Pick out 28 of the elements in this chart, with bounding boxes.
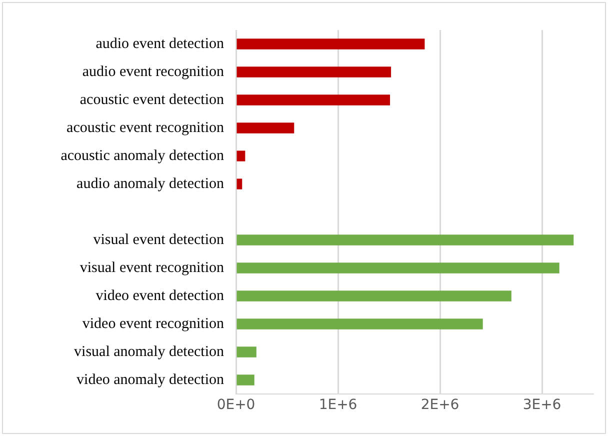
x-tick-label: 2E+6 [420,397,460,414]
x-tick-label: 1E+6 [318,397,358,414]
y-tick-label: video event recognition [82,316,224,332]
bar [236,94,390,106]
bar [236,66,392,78]
bar [236,122,294,134]
y-tick-label: acoustic event recognition [66,120,224,136]
bar [236,262,560,274]
bar [236,290,512,302]
bar [236,346,256,358]
y-tick-label: acoustic anomaly detection [60,148,224,164]
bar [236,38,425,50]
x-tick-label: 0E+0 [216,397,256,414]
y-tick-label: audio event recognition [82,64,224,80]
y-tick-label: acoustic event detection [80,92,224,108]
y-tick-label: audio event detection [96,36,224,52]
y-tick-label: visual event detection [93,232,224,248]
bar [236,318,483,330]
bar [236,178,242,190]
bar [236,150,246,162]
y-tick-label: video event detection [96,288,224,304]
y-tick-label: audio anomaly detection [76,176,224,192]
y-tick-label: visual event recognition [80,260,224,276]
bar [236,374,254,386]
bar [236,234,574,246]
x-tick-label: 3E+6 [522,397,562,414]
y-tick-label: video anomaly detection [76,372,224,388]
y-tick-label: visual anomaly detection [74,344,224,360]
